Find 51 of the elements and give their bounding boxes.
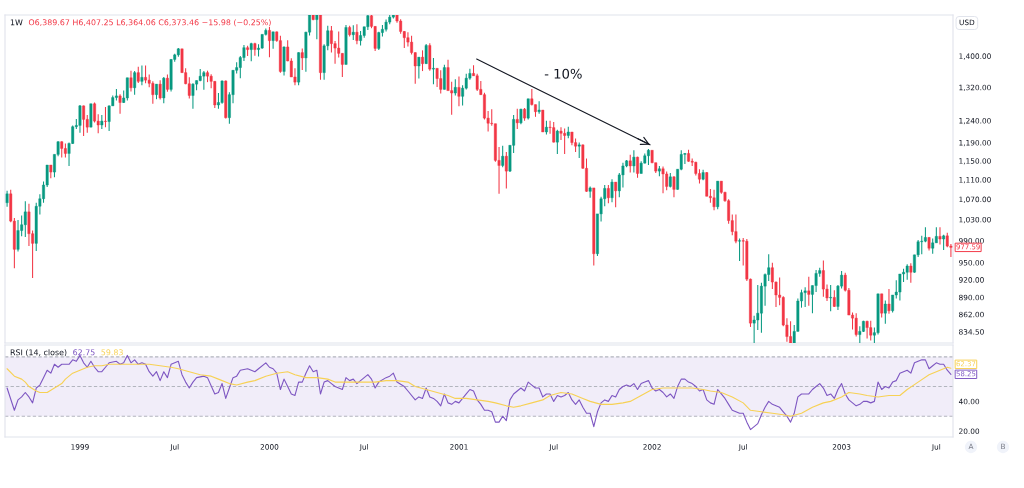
candlestick [909, 262, 913, 284]
candlestick [738, 237, 741, 262]
candlestick [865, 320, 869, 339]
candlestick [315, 15, 319, 40]
candlestick [16, 219, 20, 253]
candlestick [428, 42, 432, 72]
candlestick [129, 70, 133, 92]
candlestick [734, 213, 738, 244]
candlestick [712, 189, 716, 211]
candlestick [253, 42, 257, 57]
candlestick [504, 151, 508, 189]
candlestick [417, 56, 421, 80]
candlestick [439, 69, 443, 94]
candlestick [432, 57, 435, 85]
candlestick [938, 226, 942, 245]
candlestick [118, 93, 122, 115]
candlestick [300, 47, 304, 71]
candlestick [883, 299, 887, 325]
candlestick [23, 200, 27, 238]
candlestick [880, 293, 884, 319]
candlestick [803, 286, 807, 308]
candlestick [104, 106, 107, 128]
candlestick [187, 76, 191, 99]
candlestick [355, 23, 359, 45]
candlestick [133, 70, 137, 96]
candlestick [191, 82, 195, 110]
candlestick [610, 178, 614, 203]
candlestick [89, 103, 93, 128]
candlestick [158, 79, 162, 101]
candlestick [661, 165, 665, 194]
candlestick [606, 184, 610, 204]
candlestick [202, 70, 206, 91]
candlestick [588, 185, 592, 199]
candlestick [457, 76, 461, 107]
candlestick [614, 181, 618, 208]
candlestick [268, 26, 271, 58]
candlestick [220, 80, 224, 105]
candlestick [920, 235, 924, 255]
candlestick [421, 49, 424, 72]
candlestick [78, 104, 82, 134]
candlestick [898, 273, 902, 301]
candlestick [672, 175, 676, 198]
candlestick [632, 149, 636, 174]
candlestick [501, 145, 505, 168]
candlestick [442, 64, 446, 90]
candlestick [125, 77, 129, 101]
candlestick [140, 65, 144, 86]
candlestick [636, 156, 639, 179]
candlestick [814, 269, 818, 293]
candlestick [807, 276, 811, 307]
candlestick [887, 288, 891, 315]
